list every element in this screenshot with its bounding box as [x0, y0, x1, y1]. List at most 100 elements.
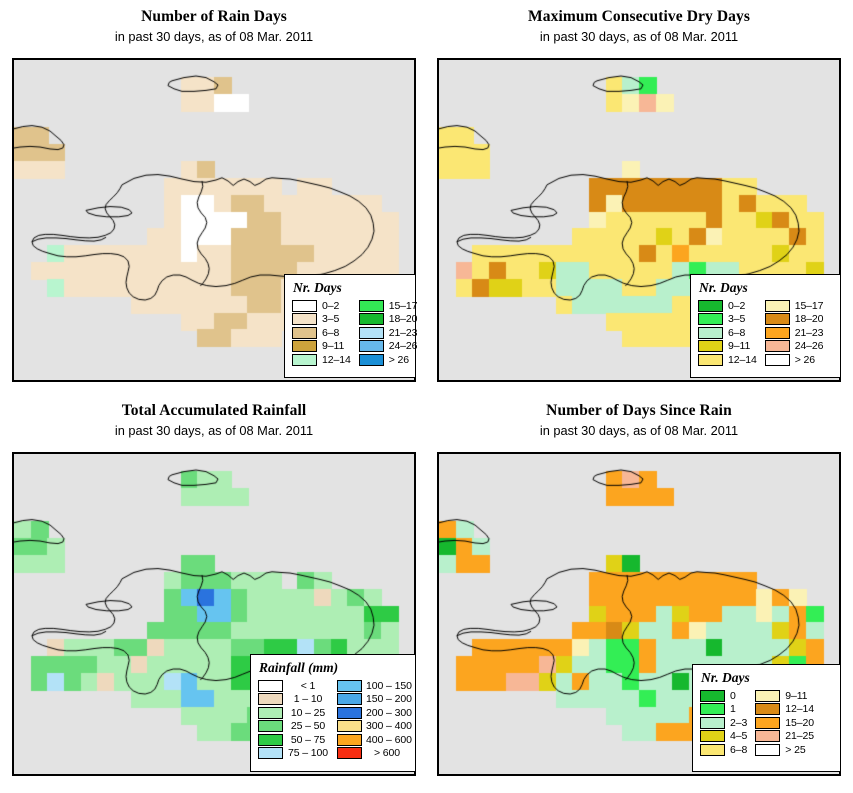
- legend-swatch: [292, 340, 317, 353]
- legend-entry: 75 – 100: [258, 747, 329, 761]
- legend-swatch: [755, 689, 781, 702]
- legend-swatch: [698, 353, 723, 366]
- panel-total-accumulated-rainfall: Total Accumulated Rainfall in past 30 da…: [12, 396, 416, 776]
- legend-swatch: [337, 706, 362, 719]
- legend-entry: 10 – 25: [258, 706, 329, 720]
- legend-swatch: [358, 313, 384, 326]
- panel-subtitle: in past 30 days, as of 08 Mar. 2011: [114, 29, 314, 44]
- legend-entry: 21–23: [358, 326, 418, 340]
- legend-entry: 400 – 600: [337, 733, 412, 747]
- legend-swatch: [258, 679, 283, 692]
- legend-label: > 600: [373, 747, 401, 760]
- legend-label: 9–11: [728, 340, 751, 353]
- legend-entry: 9–11: [292, 340, 351, 354]
- legend-entry: 25 – 50: [258, 720, 329, 734]
- map-area-rain-days[interactable]: [12, 58, 416, 382]
- legend-max-consecutive-dry-days: Nr. Days 0–2 3–5 6–8 9–11 12–14 15–17 18–20 21–…: [690, 274, 841, 378]
- legend-label: 10 – 25: [290, 706, 326, 719]
- legend-swatch: [337, 693, 362, 706]
- legend-swatch: [755, 703, 781, 716]
- legend-label: 75 – 100: [287, 747, 329, 760]
- legend-entry: 0–2: [292, 299, 351, 313]
- legend-entry: 1 – 10: [258, 693, 329, 707]
- legend-swatch: [258, 733, 283, 746]
- legend-entry: 15–20: [755, 716, 814, 730]
- legend-swatch: [358, 340, 384, 353]
- legend-label: 18–20: [794, 313, 824, 326]
- legend-label: > 26: [794, 353, 816, 366]
- legend-label: 12–14: [785, 703, 814, 716]
- legend-swatch: [258, 693, 283, 706]
- legend-entry: 0: [700, 689, 747, 703]
- legend-swatch: [258, 706, 283, 719]
- legend-column: 0–2 3–5 6–8 9–11 12–14: [698, 299, 757, 367]
- legend-swatch: [764, 299, 790, 312]
- legend-entry: 12–14: [698, 353, 757, 367]
- legend-swatch: [700, 730, 725, 743]
- legend-entry: 21–23: [764, 326, 824, 340]
- legend-label: 9–11: [322, 340, 345, 353]
- legend-rain-days: Nr. Days 0–2 3–5 6–8 9–11 12–14 15–17 18–20 21–…: [284, 274, 418, 378]
- panel-title: Total Accumulated Rainfall: [121, 402, 307, 419]
- legend-title: Nr. Days: [699, 280, 748, 295]
- legend-column: 0 1 2–3 4–5 6–8: [700, 689, 747, 757]
- legend-entry: 12–14: [292, 353, 351, 367]
- legend-label: 21–25: [785, 730, 814, 743]
- legend-swatch: [764, 353, 790, 366]
- legend-entry: 12–14: [755, 703, 814, 717]
- legend-entry: 15–17: [764, 299, 824, 313]
- legend-entry: 150 – 200: [337, 693, 412, 707]
- legend-entry: > 26: [358, 353, 418, 367]
- legend-label: 3–5: [728, 313, 746, 326]
- legend-swatch: [755, 743, 781, 756]
- panel-subtitle: in past 30 days, as of 08 Mar. 2011: [539, 29, 739, 44]
- legend-swatch: [292, 326, 317, 339]
- legend-label: 25 – 50: [290, 720, 326, 733]
- legend-label: 0–2: [322, 299, 340, 312]
- legend-label: 6–8: [730, 743, 748, 756]
- legend-column: 0–2 3–5 6–8 9–11 12–14: [292, 299, 351, 367]
- legend-swatch: [358, 353, 384, 366]
- legend-entry: > 25: [755, 743, 814, 757]
- legend-entry: 3–5: [698, 313, 757, 327]
- legend-label: 4–5: [730, 730, 748, 743]
- legend-entry: 100 – 150: [337, 679, 412, 693]
- legend-entry: 24–26: [764, 340, 824, 354]
- legend-swatch: [698, 313, 723, 326]
- legend-swatch: [755, 730, 781, 743]
- legend-label: 12–14: [322, 353, 351, 366]
- legend-label: 3–5: [322, 313, 340, 326]
- legend-entry: 200 – 300: [337, 706, 412, 720]
- legend-entry: 2–3: [700, 716, 747, 730]
- legend-label: 15–17: [388, 299, 418, 312]
- legend-swatch: [698, 326, 723, 339]
- legend-entry: > 600: [337, 747, 408, 761]
- panel-rain-days: Number of Rain Days in past 30 days, as …: [12, 2, 418, 382]
- legend-swatch: [258, 720, 283, 733]
- panel-days-since-rain: Number of Days Since Rain in past 30 day…: [437, 396, 841, 776]
- legend-label: 21–23: [388, 326, 418, 339]
- legend-label: 18–20: [388, 313, 418, 326]
- legend-label: 400 – 600: [366, 733, 412, 746]
- legend-swatch: [337, 733, 362, 746]
- legend-label: 100 – 150: [366, 679, 412, 692]
- legend-swatch: [764, 340, 790, 353]
- legend-label: 0–2: [728, 299, 746, 312]
- legend-swatch: [337, 720, 362, 733]
- legend-entry: 50 – 75: [258, 733, 329, 747]
- legend-swatch: [700, 743, 725, 756]
- legend-swatch: [698, 299, 723, 312]
- legend-title: Nr. Days: [701, 670, 750, 685]
- legend-label: < 1: [300, 679, 316, 692]
- legend-column: 15–17 18–20 21–23 24–26 > 26: [358, 299, 418, 367]
- legend-swatch: [698, 340, 723, 353]
- legend-column: 100 – 150 150 – 200 200 – 300 300 – 400 400 …: [337, 679, 412, 761]
- legend-label: 24–26: [794, 340, 824, 353]
- legend-columns: 0–2 3–5 6–8 9–11 12–14 15–17 18–20 21–23 24–26 > …: [698, 299, 833, 367]
- legend-column: 9–11 12–14 15–20 21–25 > 25: [755, 689, 814, 757]
- legend-swatch: [337, 747, 362, 760]
- panel-title: Number of Rain Days: [141, 8, 287, 25]
- legend-entry: < 1: [258, 679, 329, 693]
- legend-swatch: [258, 747, 283, 760]
